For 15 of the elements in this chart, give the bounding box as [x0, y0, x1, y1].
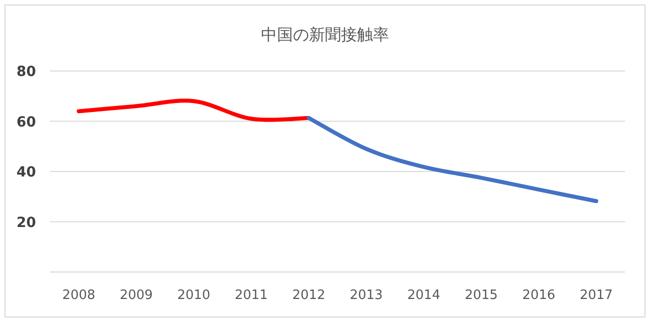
x-tick-label: 2009	[120, 288, 153, 303]
x-tick-label: 2015	[464, 288, 498, 303]
x-tick-label: 2012	[292, 288, 326, 303]
x-tick-label: 2008	[62, 288, 96, 303]
y-tick-label: 40	[16, 164, 36, 180]
chart-title: 中国の新聞接触率	[261, 25, 389, 44]
x-tick-label: 2016	[522, 288, 556, 303]
y-tick-label: 80	[16, 64, 36, 80]
y-tick-label: 20	[16, 214, 36, 231]
x-tick-label: 2013	[350, 288, 383, 303]
x-tick-label: 2014	[407, 288, 440, 303]
y-tick-label: 60	[16, 114, 36, 130]
x-tick-label: 2017	[580, 288, 613, 303]
x-tick-label: 2010	[177, 288, 210, 303]
x-tick-label: 2011	[234, 288, 268, 303]
